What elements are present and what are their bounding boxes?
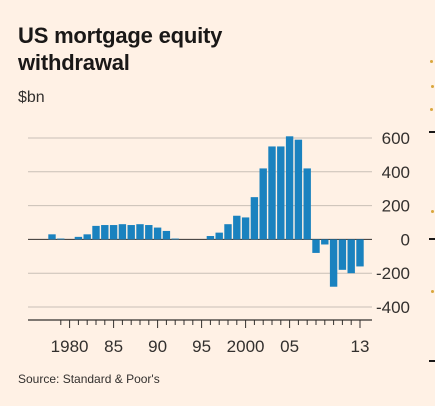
edge-dot: [431, 290, 434, 293]
bar: [215, 232, 223, 240]
bar: [101, 225, 109, 240]
y-tick-label: 600: [382, 129, 410, 148]
edge-dash: [429, 360, 435, 362]
bar: [250, 197, 259, 240]
chart-title-line: US mortgage equity: [18, 23, 223, 48]
edge-dot: [430, 108, 433, 111]
bar: [74, 236, 83, 240]
bar: [259, 168, 267, 240]
edge-dash: [429, 131, 435, 133]
bar: [268, 146, 276, 240]
chart-title-line: withdrawal: [18, 50, 130, 75]
y-tick-label: 400: [382, 163, 410, 182]
chart-title: US mortgage equity withdrawal: [18, 22, 222, 76]
x-tick-label: 2000: [227, 337, 265, 356]
x-tick-label: 95: [192, 337, 211, 356]
bar: [338, 239, 347, 270]
x-tick-label: 90: [148, 337, 167, 356]
x-tick-label: 05: [280, 337, 299, 356]
bar: [127, 225, 135, 240]
edge-dash: [429, 238, 435, 240]
bar: [329, 239, 338, 287]
unit-label: $bn: [18, 89, 45, 106]
bar: [233, 215, 241, 240]
bar: [48, 234, 56, 240]
edge-dot: [430, 60, 433, 63]
bar: [224, 224, 232, 240]
bar: [145, 225, 153, 240]
y-tick-label: -200: [376, 264, 410, 283]
source-note: Source: Standard & Poor's: [18, 372, 160, 386]
edge-dot: [431, 210, 434, 213]
bar: [241, 217, 250, 240]
bar: [347, 239, 355, 274]
bar: [171, 238, 179, 240]
x-tick-label: 13: [351, 337, 370, 356]
bar: [83, 234, 91, 240]
bar: [321, 239, 329, 245]
y-tick-label: 0: [401, 230, 410, 249]
bar: [285, 136, 294, 240]
y-tick-label: 200: [382, 197, 410, 216]
edge-dot: [431, 85, 434, 88]
bar: [136, 224, 144, 240]
x-tick-label: 85: [104, 337, 123, 356]
bar: [162, 230, 171, 240]
bar: [356, 239, 364, 267]
bar: [57, 238, 65, 240]
bar: [109, 225, 118, 240]
bar: [118, 224, 127, 240]
bar: [294, 139, 303, 240]
bar: [92, 225, 100, 240]
bar: [277, 146, 285, 240]
bar: [303, 168, 311, 240]
y-tick-label: -400: [376, 298, 410, 317]
bar: [312, 239, 320, 253]
bar: [153, 227, 162, 240]
x-tick-label: 1980: [51, 337, 89, 356]
bar: [206, 236, 215, 240]
